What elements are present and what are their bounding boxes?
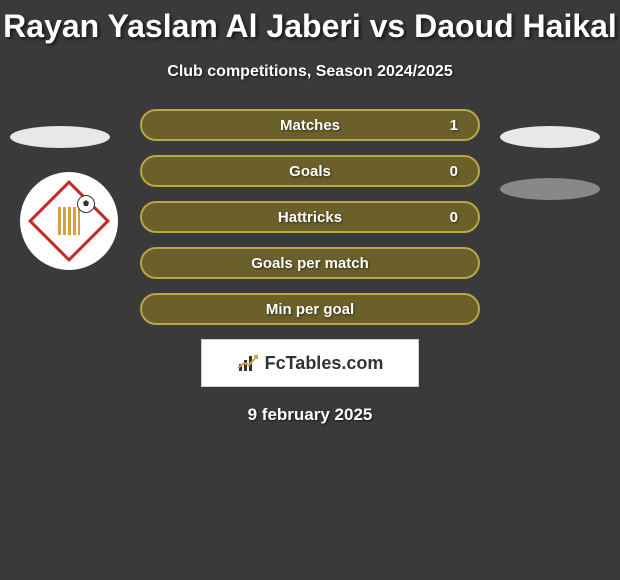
footer-date: 9 february 2025	[0, 405, 620, 425]
fctables-logo: FcTables.com	[237, 353, 384, 374]
branding-text: FcTables.com	[265, 353, 384, 374]
page-title: Rayan Yaslam Al Jaberi vs Daoud Haikal	[0, 8, 620, 45]
main-container: Rayan Yaslam Al Jaberi vs Daoud Haikal C…	[0, 0, 620, 425]
page-subtitle: Club competitions, Season 2024/2025	[0, 63, 620, 81]
stat-label-goals-per-match: Goals per match	[142, 255, 478, 272]
stat-value-matches: 1	[450, 117, 458, 134]
stat-label-hattricks: Hattricks	[142, 209, 478, 226]
stat-label-min-per-goal: Min per goal	[142, 301, 478, 318]
stat-value-goals: 0	[450, 163, 458, 180]
stat-row-matches: Matches 1	[140, 109, 480, 141]
stat-label-goals: Goals	[142, 163, 478, 180]
chart-icon	[237, 354, 259, 372]
stat-label-matches: Matches	[142, 117, 478, 134]
branding-box[interactable]: FcTables.com	[201, 339, 419, 387]
stat-value-hattricks: 0	[450, 209, 458, 226]
stat-row-min-per-goal: Min per goal	[140, 293, 480, 325]
stats-area: Matches 1 Goals 0 Hattricks 0 Goals per …	[0, 109, 620, 325]
stat-row-goals-per-match: Goals per match	[140, 247, 480, 279]
stat-row-goals: Goals 0	[140, 155, 480, 187]
stat-row-hattricks: Hattricks 0	[140, 201, 480, 233]
